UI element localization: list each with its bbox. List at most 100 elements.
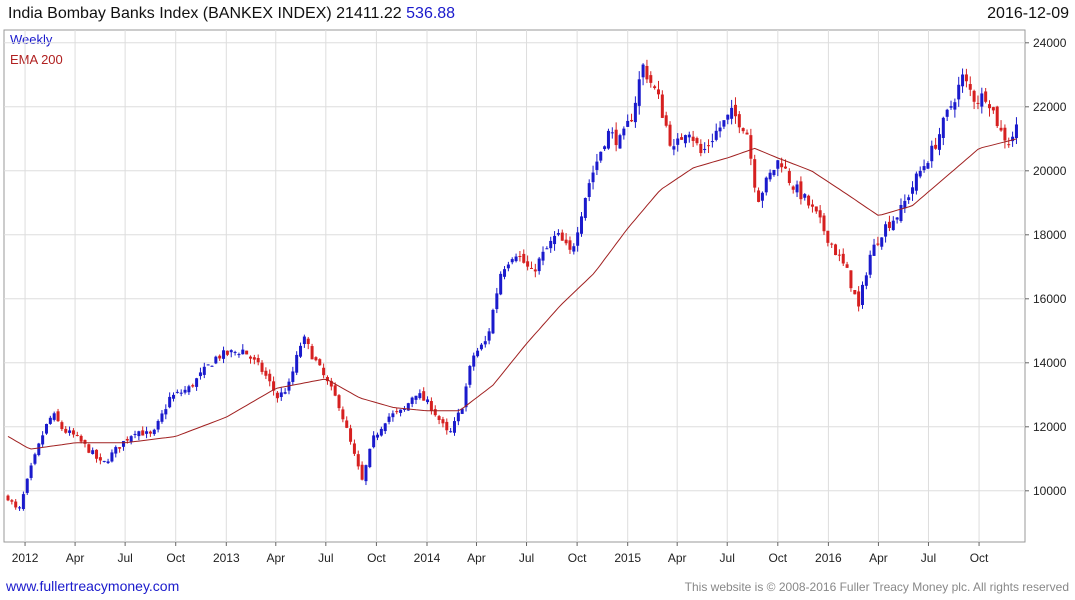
candle-body [672,146,676,150]
footer-link[interactable]: www.fullertreacymoney.com [6,578,180,594]
candle-body [87,444,91,453]
candle-body [626,120,630,127]
candle-body [499,273,503,295]
candle-body [603,146,607,150]
candle-body [768,172,772,180]
candle-body [926,163,930,169]
candle-body [83,439,87,444]
candle-body [949,106,953,108]
candle-body [95,449,99,459]
candle-body [237,354,241,356]
candle-body [976,102,980,104]
candle-body [576,232,580,246]
candle-body [460,408,464,414]
candle-body [722,120,726,127]
candle-body [21,494,25,510]
candle-body [64,428,68,433]
candle-body [553,235,557,245]
candle-body [195,378,199,387]
candle-body [98,457,102,461]
candle-body [549,240,553,249]
candle-body [641,64,645,78]
candle-body [79,435,83,442]
candle-body [830,243,834,245]
x-tick-label: 2012 [12,551,39,565]
candle-body [853,290,857,295]
candle-body [341,409,345,420]
candle-body [272,381,276,391]
candle-body [1003,127,1007,141]
y-tick-label: 12000 [1033,420,1067,434]
candle-body [402,408,406,410]
candle-body [529,267,533,269]
y-tick-label: 22000 [1033,100,1067,114]
candle-body [187,386,191,393]
plot-frame [3,29,1026,543]
candle-body [18,507,22,509]
candle-body [718,127,722,132]
candle-body [306,338,310,345]
candle-body [214,356,218,364]
candle-body [506,264,510,269]
x-axis: 2012 Apr Jul Oct 2013 Apr Jul Oct 2014 Apr Jul Oct 2… [12,542,989,565]
candle-body [822,215,826,232]
candle-body [279,392,283,398]
candle-body [995,106,999,127]
ema-line [7,138,1017,450]
candle-body [834,244,838,256]
candle-body [145,431,149,434]
candle-body [807,195,811,206]
candle-body [772,169,776,176]
candle-body [999,127,1003,131]
candle-body [352,443,356,454]
candle-body [156,421,160,430]
candle-body [141,430,145,436]
candle-body [880,237,884,247]
candle-body [422,391,426,401]
grid [4,30,1025,542]
candle-body [372,435,376,448]
chart-title: India Bombay Banks Index (BANKEX INDEX) … [8,5,455,23]
candle-body [56,411,60,422]
candles [6,59,1018,511]
candle-body [637,79,641,106]
candle-body [656,89,660,95]
candle-body [260,362,264,372]
x-tick-label: Jul [318,551,333,565]
candle-body [618,135,622,149]
candle-body [988,104,992,109]
candle-body [622,128,626,136]
candle-body [787,171,791,183]
candle-body [1011,136,1015,142]
candle-body [907,197,911,201]
candle-body [537,258,541,272]
candle-body [268,373,272,382]
x-tick-label: 2014 [414,551,441,565]
candle-body [606,130,610,149]
candle-body [437,416,441,420]
x-tick-label: Oct [568,551,587,565]
candle-body [218,355,222,359]
x-tick-label: Jul [519,551,534,565]
candle-body [730,107,734,119]
candle-body [472,355,476,367]
candle-body [33,454,37,464]
candle-body [560,232,564,241]
candle-body [337,395,341,409]
candle-body [733,104,737,117]
candle-body [799,181,803,200]
x-tick-label: Jul [921,551,936,565]
candle-body [776,160,780,169]
candle-body [487,331,491,341]
candle-body [125,438,129,441]
candle-body [283,392,287,394]
candle-body [291,371,295,382]
candle-body [895,217,899,220]
candle-body [934,144,938,149]
candle-body [630,119,634,122]
candle-body [406,403,410,411]
candle-body [325,377,329,382]
candle-body [206,364,210,366]
candle-body [183,389,187,393]
